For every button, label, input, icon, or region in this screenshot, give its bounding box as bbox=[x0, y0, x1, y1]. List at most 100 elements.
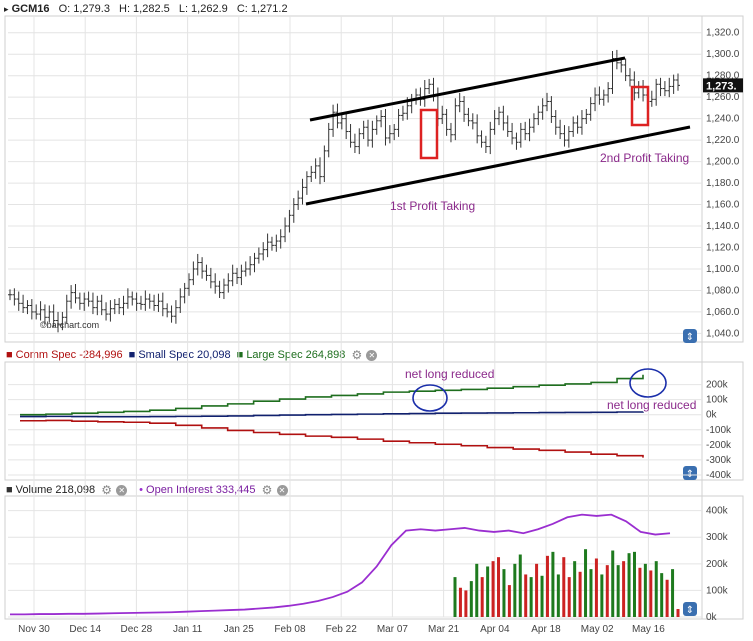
price-bar bbox=[77, 292, 82, 310]
price-bar bbox=[344, 112, 349, 140]
volume-bar bbox=[480, 577, 484, 617]
legend-small-spec[interactable]: ■ Small Spec 20,098 bbox=[128, 349, 231, 361]
price-bar bbox=[226, 273, 231, 293]
volume-bar bbox=[584, 549, 588, 617]
price-bar bbox=[370, 120, 375, 148]
price-bar bbox=[440, 105, 445, 125]
price-bar bbox=[296, 190, 301, 210]
legend-open-interest[interactable]: • Open Interest 333,445 bbox=[139, 484, 256, 496]
gear-icon[interactable]: ⚙ bbox=[101, 482, 113, 497]
x-tick-label: Dec 14 bbox=[69, 624, 101, 635]
volume-bar bbox=[464, 590, 468, 617]
y-tick-label: 1,120.0 bbox=[706, 243, 740, 254]
low-value: L: 1,262.9 bbox=[178, 3, 228, 15]
gear-icon[interactable]: ⚙ bbox=[351, 347, 363, 362]
price-bar bbox=[588, 97, 593, 121]
price-bar bbox=[313, 158, 318, 179]
price-bar bbox=[69, 285, 74, 309]
price-bar bbox=[51, 304, 56, 327]
x-tick-label: Mar 21 bbox=[428, 624, 460, 635]
x-tick-label: May 02 bbox=[581, 624, 614, 635]
x-tick-label: Apr 18 bbox=[531, 624, 561, 635]
y-tick-label: 100k bbox=[706, 585, 729, 596]
cot-legend: ■ Comm Spec -284,996 ■ Small Spec 20,098 ■… bbox=[6, 347, 378, 363]
volume-bar bbox=[589, 569, 593, 617]
price-bar bbox=[584, 108, 589, 125]
price-bar bbox=[252, 252, 257, 273]
volume-bar bbox=[535, 563, 539, 617]
y-tick-label: 1,080.0 bbox=[706, 285, 740, 296]
legend-volume[interactable]: ■ Volume 218,098 bbox=[6, 484, 96, 496]
volume-bar bbox=[562, 557, 566, 617]
pane-frame bbox=[4, 495, 744, 620]
legend-volume-label: Volume 218,098 bbox=[15, 484, 96, 496]
pane-frame bbox=[4, 361, 744, 481]
y-tick-label: 200k bbox=[706, 380, 729, 391]
price-bar bbox=[274, 234, 279, 252]
price-bar bbox=[667, 77, 672, 98]
price-bar bbox=[235, 267, 240, 285]
price-bar bbox=[496, 106, 501, 126]
volume-bar bbox=[518, 554, 522, 617]
volume-bar bbox=[638, 567, 642, 617]
expand-icon[interactable]: ▸ bbox=[4, 4, 9, 14]
close-value: C: 1,271.2 bbox=[236, 3, 288, 15]
price-bar bbox=[553, 110, 558, 135]
price-bar bbox=[283, 217, 288, 243]
volume-bar bbox=[611, 550, 615, 617]
scale-toggle-glyph: ⇕ bbox=[686, 332, 694, 343]
volume-bar bbox=[486, 566, 490, 617]
annotation-profit-2: 2nd Profit Taking bbox=[600, 151, 689, 165]
y-tick-label: 1,180.0 bbox=[706, 178, 740, 189]
price-bar bbox=[457, 92, 462, 113]
close-icon[interactable]: ✕ bbox=[276, 484, 288, 496]
scale-toggle-icon: ⇕ bbox=[683, 329, 697, 343]
price-bar bbox=[536, 105, 541, 126]
volume-bar bbox=[671, 569, 675, 617]
annotation-net-long-1: net long reduced bbox=[405, 367, 494, 381]
price-bar bbox=[269, 236, 274, 251]
annotation-circle-1 bbox=[412, 384, 448, 412]
close-icon[interactable]: ✕ bbox=[366, 349, 378, 361]
volume-bar bbox=[524, 574, 528, 617]
y-tick-label: -100k bbox=[706, 425, 732, 436]
scale-toggle-icon: ⇕ bbox=[683, 466, 697, 480]
open-interest-line bbox=[10, 513, 671, 616]
price-bar bbox=[488, 121, 493, 155]
price-bar bbox=[636, 81, 641, 99]
price-bar bbox=[16, 291, 21, 311]
legend-comm-spec[interactable]: ■ Comm Spec -284,996 bbox=[6, 349, 123, 361]
watermark: ©barchart.com bbox=[40, 320, 99, 330]
price-bar bbox=[178, 288, 183, 314]
gear-icon[interactable]: ⚙ bbox=[261, 482, 273, 497]
price-bar bbox=[396, 108, 401, 137]
price-bar bbox=[64, 294, 69, 324]
price-bar bbox=[195, 253, 200, 276]
volume-bar bbox=[475, 563, 479, 617]
scale-toggle-bg bbox=[683, 602, 697, 616]
price-bar bbox=[104, 302, 109, 321]
price-bar bbox=[56, 311, 61, 333]
volume-bar bbox=[649, 570, 653, 617]
price-bar bbox=[545, 92, 550, 112]
price-bar bbox=[366, 119, 371, 147]
y-tick-label: -200k bbox=[706, 440, 732, 451]
price-bar bbox=[470, 113, 475, 130]
price-bar bbox=[610, 50, 615, 94]
price-bar bbox=[514, 132, 519, 150]
price-bar bbox=[676, 73, 680, 91]
price-bar bbox=[540, 98, 545, 120]
scale-toggle-icon: ⇕ bbox=[683, 602, 697, 616]
volume-bar bbox=[676, 609, 680, 617]
y-tick-label: 1,300.0 bbox=[706, 49, 740, 60]
volume-bar bbox=[551, 551, 555, 617]
price-bar bbox=[8, 289, 12, 301]
channel-upper-line bbox=[309, 56, 626, 122]
close-icon[interactable]: ✕ bbox=[116, 484, 128, 496]
price-bar bbox=[549, 96, 554, 123]
legend-large-spec[interactable]: ■ Large Spec 264,898 bbox=[236, 349, 346, 361]
scale-toggle-glyph: ⇕ bbox=[686, 605, 694, 616]
y-tick-label: 1,060.0 bbox=[706, 307, 740, 318]
